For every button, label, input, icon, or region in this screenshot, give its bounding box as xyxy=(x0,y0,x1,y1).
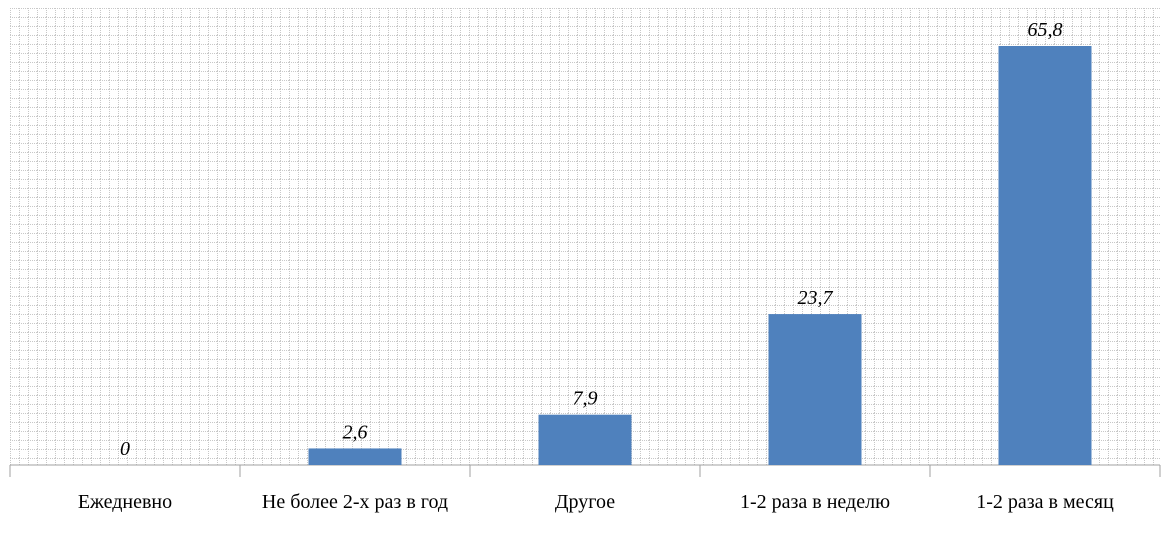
data-label: 0 xyxy=(120,438,130,460)
x-tick-label: Другое xyxy=(554,491,616,513)
bar xyxy=(538,414,632,465)
data-label: 23,7 xyxy=(798,287,834,309)
x-tick-label: Ежедневно xyxy=(77,491,173,513)
data-label: 65,8 xyxy=(1028,19,1063,41)
grid xyxy=(10,8,1160,465)
bar xyxy=(768,314,862,465)
data-label: 7,9 xyxy=(573,388,598,410)
bar xyxy=(998,46,1092,465)
x-tick-label: 1-2 раза в месяц xyxy=(976,491,1114,513)
x-tick-label: Не более 2-х раз в год xyxy=(261,491,449,513)
bar xyxy=(308,448,402,465)
x-tick-label: 1-2 раза в неделю xyxy=(739,491,891,513)
data-label: 2,6 xyxy=(343,421,368,443)
